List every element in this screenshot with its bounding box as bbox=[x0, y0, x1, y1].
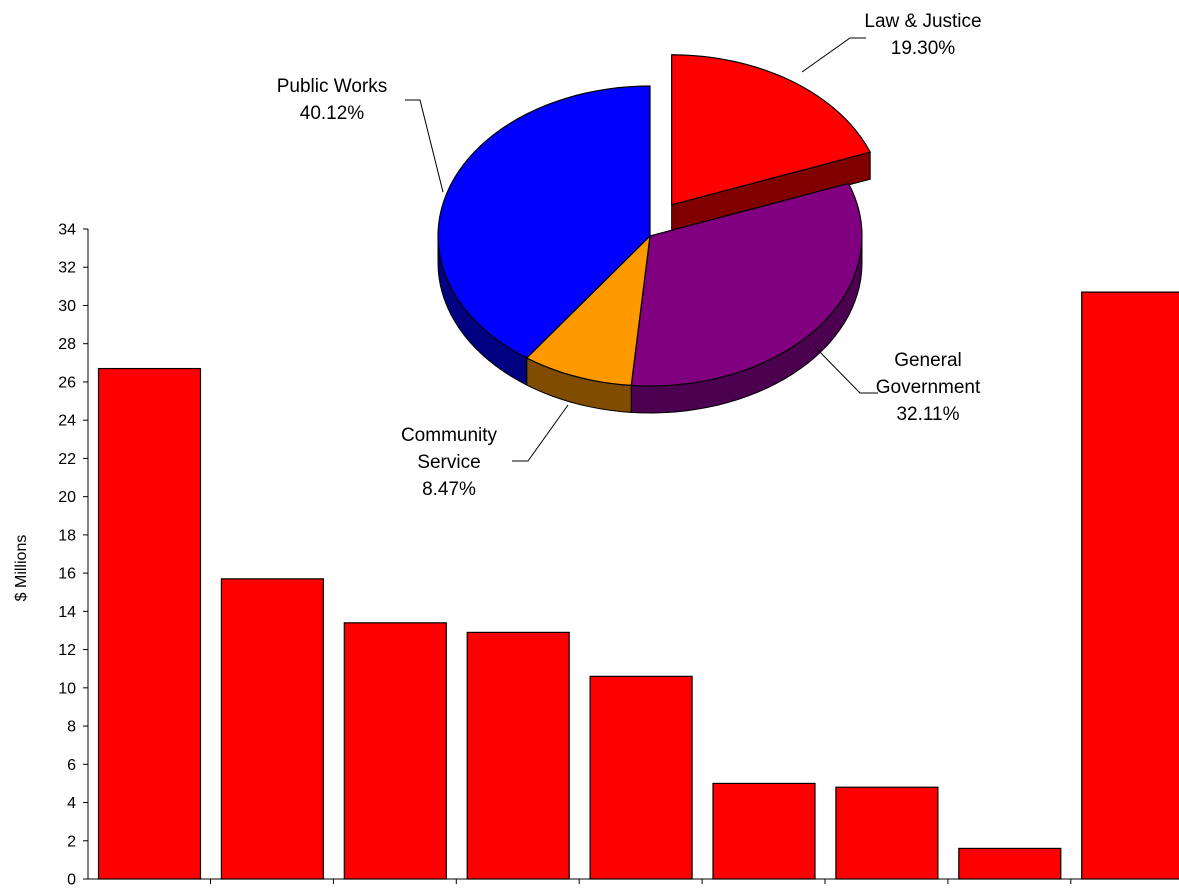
y-tick-label: 10 bbox=[58, 680, 76, 697]
pie-slice bbox=[437, 85, 651, 359]
y-tick-label: 0 bbox=[67, 872, 76, 888]
slice-name-label: Public Works bbox=[277, 76, 388, 97]
bar bbox=[1081, 291, 1179, 880]
slice-percent-label: 8.47% bbox=[422, 479, 476, 500]
y-tick-label: 6 bbox=[67, 757, 76, 774]
y-tick-label: 26 bbox=[58, 374, 76, 391]
y-tick-label: 28 bbox=[58, 336, 76, 353]
leader-line bbox=[405, 99, 444, 193]
bar bbox=[712, 782, 816, 880]
y-tick-label: 32 bbox=[58, 260, 76, 277]
bar bbox=[97, 367, 202, 880]
leader-line bbox=[801, 37, 866, 73]
y-tick-label: 14 bbox=[58, 604, 76, 621]
bar bbox=[589, 675, 693, 880]
y-tick-label: 24 bbox=[58, 413, 76, 430]
slice-name-label: General bbox=[894, 350, 962, 371]
bar bbox=[466, 631, 570, 880]
slice-percent-label: 40.12% bbox=[300, 103, 365, 124]
bar bbox=[958, 847, 1062, 880]
y-tick-label: 2 bbox=[67, 833, 76, 850]
pie-slice bbox=[526, 235, 651, 387]
slice-name-label: Community bbox=[401, 425, 498, 446]
leader-line bbox=[512, 404, 569, 462]
slice-percent-label: 19.30% bbox=[891, 38, 956, 59]
y-tick-label: 8 bbox=[67, 719, 76, 736]
leader-line bbox=[814, 346, 878, 394]
y-tick-label: 4 bbox=[67, 795, 76, 812]
pie-slice bbox=[671, 54, 871, 206]
slice-name-label: Law & Justice bbox=[864, 11, 981, 32]
bar bbox=[220, 578, 324, 880]
pie-labels: Law & Justice 19.30% General Government 32.1… bbox=[277, 11, 982, 500]
y-tick-label: 18 bbox=[58, 527, 76, 544]
slice-name-label: Service bbox=[417, 452, 480, 473]
y-tick-label: 20 bbox=[58, 489, 76, 506]
bar bbox=[343, 622, 447, 880]
bar bbox=[835, 786, 939, 880]
y-axis-title: $ Millions bbox=[13, 535, 30, 602]
y-tick-label: 30 bbox=[58, 298, 76, 315]
slice-percent-label: 32.11% bbox=[896, 404, 959, 425]
y-tick-label: 22 bbox=[58, 451, 76, 468]
pie-slice bbox=[630, 182, 863, 387]
y-tick-label: 34 bbox=[58, 222, 76, 239]
slice-name-label: Government bbox=[876, 377, 981, 398]
pie-chart bbox=[437, 54, 871, 414]
y-tick-label: 16 bbox=[58, 566, 76, 583]
y-tick-label: 12 bbox=[58, 642, 76, 659]
